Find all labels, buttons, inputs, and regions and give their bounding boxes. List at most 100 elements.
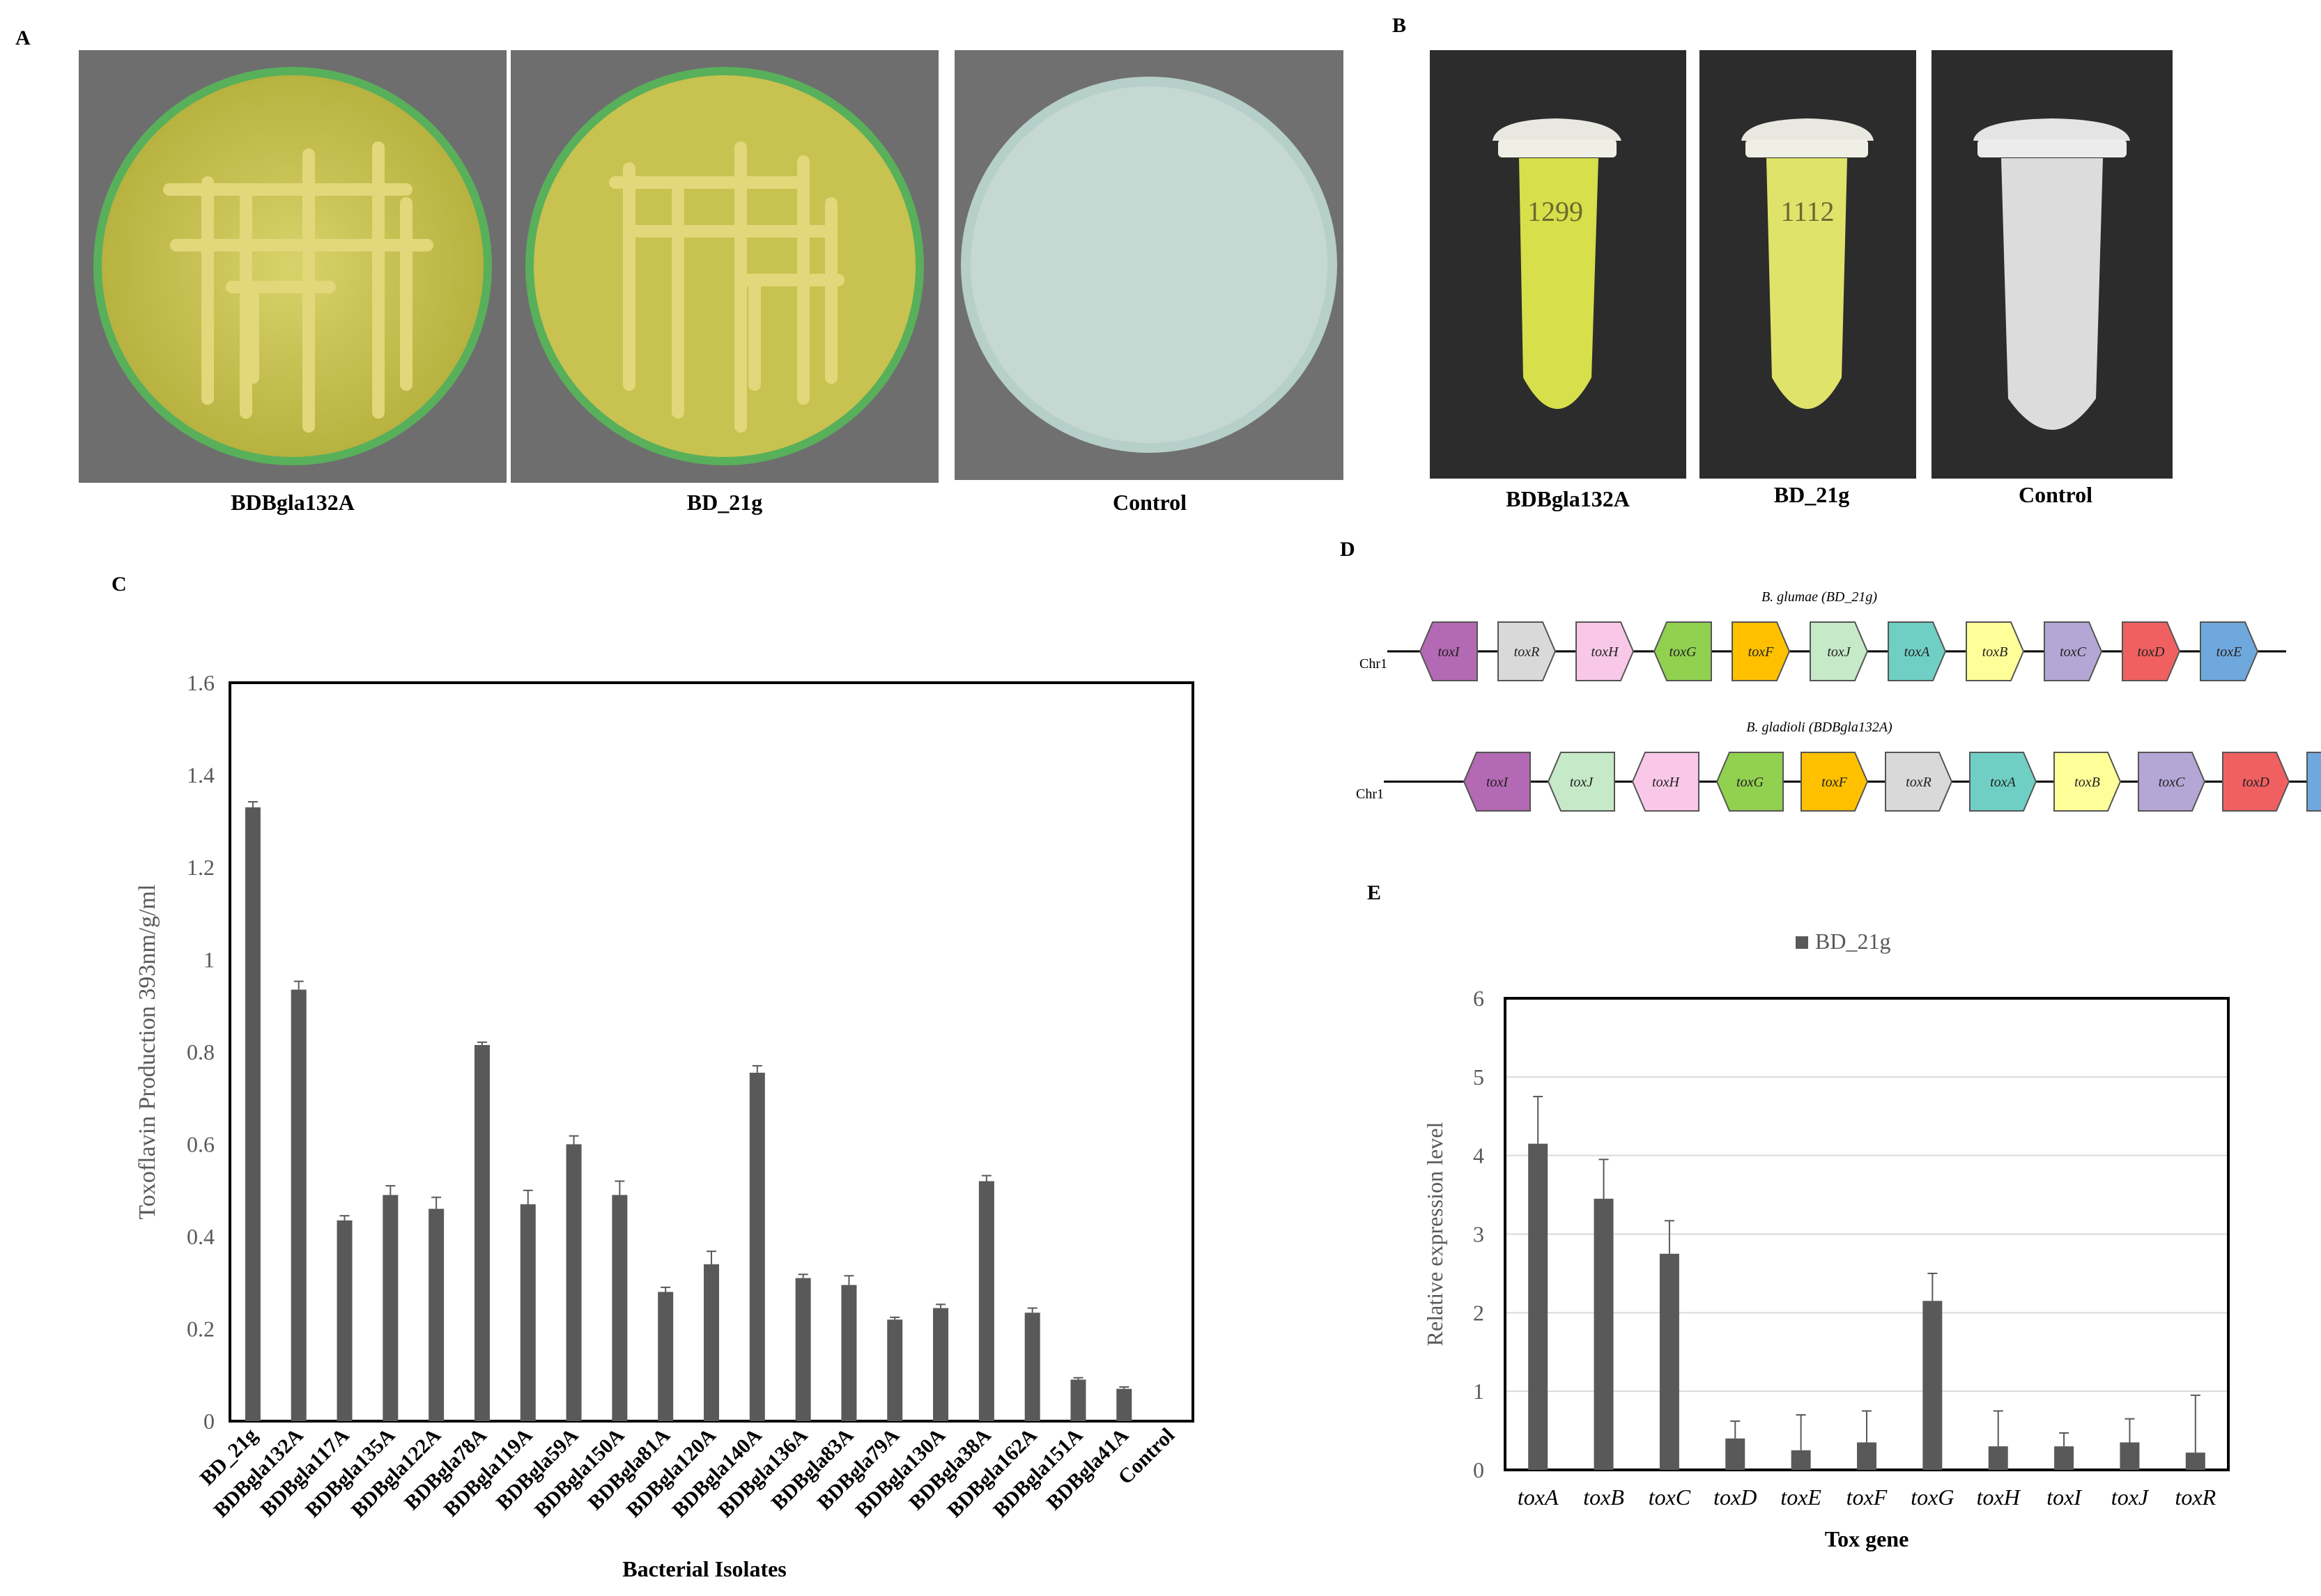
y-tick-label: 0 — [203, 1409, 215, 1434]
y-tick-label: 3 — [1473, 1222, 1484, 1247]
x-tick-label: toxJ — [2111, 1485, 2150, 1510]
gene-arrow — [2053, 752, 2122, 812]
gene-label: toxR — [1906, 775, 1931, 790]
bar — [704, 1264, 719, 1421]
gene-toxR: toxR — [1497, 621, 1557, 681]
gene-arrow — [1419, 621, 1478, 681]
bar — [1594, 1198, 1614, 1470]
gene-toxF: toxF — [1732, 621, 1791, 681]
bar — [887, 1319, 903, 1421]
tube-photo-bdbgla132a: 1299 — [1430, 50, 1686, 479]
bar — [1988, 1446, 2008, 1470]
bar — [795, 1278, 811, 1421]
gene-toxJ: toxJ — [1547, 752, 1615, 812]
gene-arrow — [1732, 621, 1791, 681]
bar — [658, 1292, 674, 1421]
gene-toxA: toxA — [1888, 621, 1947, 681]
bar — [383, 1195, 399, 1421]
bar — [1116, 1388, 1132, 1421]
gene-toxA: toxA — [1969, 752, 2037, 812]
gene-arrow — [1715, 752, 1784, 812]
y-tick-label: 0.2 — [187, 1317, 215, 1342]
panel-a-caption-2: BD_21g — [686, 490, 763, 515]
bar — [1659, 1253, 1679, 1470]
gene-label: toxG — [1736, 775, 1764, 790]
bar — [291, 989, 307, 1421]
bar — [1070, 1379, 1086, 1421]
bar — [2120, 1442, 2140, 1470]
gene-arrow — [2044, 621, 2103, 681]
cluster-title: B. glumae (BD_21g) — [1761, 589, 1877, 605]
bar — [1725, 1438, 1745, 1470]
bar — [841, 1285, 857, 1421]
gene-label: toxA — [1990, 775, 2016, 790]
gene-arrow — [1631, 752, 1699, 812]
panel-b-caption-2: BD_21g — [1773, 482, 1850, 507]
y-tick-label: 1.2 — [187, 855, 215, 880]
chromosome-label: Chr1 — [1356, 787, 1384, 802]
gene-arrow — [1497, 621, 1557, 681]
bar — [612, 1195, 628, 1421]
gene-toxE: toxE — [2200, 621, 2259, 681]
cluster-title: B. gladioli (BDBgla132A) — [1746, 720, 1892, 735]
gene-toxC: toxC — [2138, 752, 2206, 812]
bar — [566, 1144, 582, 1421]
gene-arrow — [1463, 752, 1531, 812]
gene-arrow — [1966, 621, 2025, 681]
tox-gene-cluster-map: B. glumae (BD_21g) Chr1 toxI toxR toxH toxG to… — [1356, 589, 2321, 812]
x-tick-label: toxI — [2046, 1485, 2082, 1510]
gene-arrow — [2222, 752, 2290, 812]
gene-label: toxB — [2074, 775, 2100, 790]
x-tick-label: toxA — [1518, 1485, 1559, 1510]
panel-a-letter: A — [15, 26, 31, 49]
panel-d-letter: D — [1340, 538, 1355, 561]
x-tick-label: toxF — [1846, 1485, 1888, 1510]
gene-label: toxB — [1982, 644, 2008, 660]
tube-label-1: 1299 — [1527, 196, 1583, 227]
tube-photo-control — [1931, 50, 2173, 479]
bar — [520, 1204, 536, 1421]
y-tick-label: 0 — [1473, 1457, 1484, 1482]
bar — [1528, 1143, 1548, 1470]
y-tick-label: 1.6 — [187, 670, 215, 695]
gene-toxF: toxF — [1800, 752, 1869, 812]
gene-arrow — [1800, 752, 1869, 812]
x-tick-label: toxB — [1583, 1485, 1624, 1510]
bar — [429, 1209, 445, 1421]
legend-label: BD_21g — [1815, 929, 1890, 954]
bar — [1857, 1442, 1876, 1470]
gene-toxI: toxI — [1419, 621, 1478, 681]
gene-toxB: toxB — [1966, 621, 2025, 681]
bar — [245, 807, 261, 1421]
gene-toxI: toxI — [1463, 752, 1531, 812]
x-tick-label: toxR — [2175, 1485, 2216, 1510]
bar — [1024, 1312, 1040, 1421]
y-tick-label: 4 — [1473, 1143, 1484, 1168]
petri-dish-photo-bdbgla132a — [79, 50, 507, 483]
petri-dish-photo-bd21g — [511, 50, 939, 483]
gene-toxD: toxD — [2122, 621, 2181, 681]
gene-toxR: toxR — [1885, 752, 1953, 812]
x-axis-label: Bacterial Isolates — [622, 1556, 787, 1581]
bar — [2185, 1452, 2205, 1470]
y-tick-label: 6 — [1473, 986, 1484, 1011]
gene-label: toxI — [1486, 775, 1509, 790]
gene-toxH: toxH — [1575, 621, 1635, 681]
gene-label: toxF — [1821, 775, 1847, 790]
bar — [1791, 1450, 1811, 1470]
bar — [978, 1181, 994, 1421]
x-tick-label: toxE — [1780, 1485, 1821, 1510]
gene-label: toxD — [2138, 644, 2165, 660]
gene-label: toxR — [1514, 644, 1540, 660]
toxoflavin-bar-chart: 00.20.40.60.811.21.41.6BD_21gBDBgla132AB… — [134, 670, 1194, 1581]
x-tick-label: toxC — [1649, 1485, 1691, 1510]
panel-c-letter: C — [111, 573, 127, 596]
gene-toxJ: toxJ — [1810, 621, 1869, 681]
gene-toxC: toxC — [2044, 621, 2103, 681]
gene-label: toxC — [2060, 644, 2086, 660]
gene-arrow — [2122, 621, 2181, 681]
gene-label: toxC — [2159, 775, 2185, 790]
gene-arrow — [1885, 752, 1953, 812]
y-axis-label: Relative expression level — [1422, 1122, 1447, 1347]
gene-arrow — [1810, 621, 1869, 681]
